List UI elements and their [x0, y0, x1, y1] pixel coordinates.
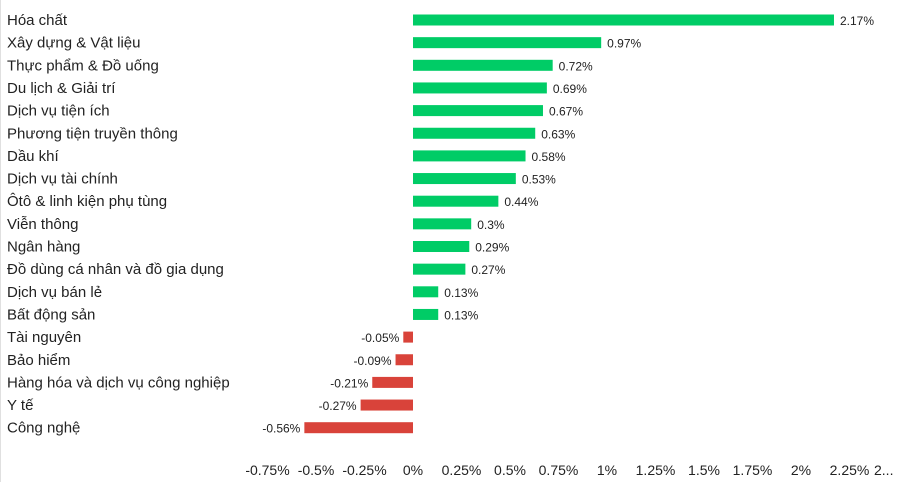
x-tick-label: 0.25% [442, 462, 482, 478]
x-tick-label: 0.75% [539, 462, 579, 478]
category-label: Công nghệ [7, 420, 80, 437]
category-label: Dầu khí [7, 148, 60, 165]
value-label: 0.72% [559, 59, 593, 73]
category-label: Tài nguyên [7, 329, 81, 346]
x-tick-label: -0.75% [245, 462, 289, 478]
category-label: Dịch vụ tiện ích [7, 103, 110, 120]
bar [360, 399, 413, 411]
value-label: 0.29% [475, 241, 509, 255]
x-tick-label: -0.5% [298, 462, 335, 478]
bar [413, 105, 543, 117]
bar [413, 82, 547, 94]
x-tick-label: 0% [403, 462, 423, 478]
x-tick-label: 2... [874, 462, 893, 478]
value-label: 0.69% [553, 82, 587, 96]
bar [413, 218, 472, 230]
value-label: 2.17% [840, 14, 874, 28]
bar [413, 173, 516, 185]
bar [413, 127, 536, 139]
bar [372, 376, 413, 388]
category-label: Viễn thông [7, 216, 78, 233]
category-label: Ngân hàng [7, 239, 80, 256]
value-label: 0.44% [504, 195, 538, 209]
category-label: Thực phẩm & Đồ uống [7, 57, 159, 74]
value-label: -0.21% [330, 376, 368, 390]
bars [304, 14, 834, 434]
category-label: Xây dựng & Vật liệu [7, 35, 140, 52]
bar [413, 308, 439, 320]
category-label: Phương tiện truyền thông [7, 125, 178, 142]
x-tick-label: 2.25% [830, 462, 870, 478]
category-label: Ôtô & linh kiện phụ tùng [7, 193, 167, 210]
category-label: Du lịch & Giải trí [7, 80, 116, 97]
bar [413, 59, 553, 71]
value-labels: 2.17% 0.97% 0.72% 0.69% 0.67% 0.63% 0.58% 0.53%… [262, 14, 874, 436]
value-label: 0.3% [477, 218, 505, 232]
category-label: Hàng hóa và dịch vụ công nghiệp [7, 374, 230, 391]
value-label: -0.09% [354, 354, 392, 368]
bar [413, 37, 602, 49]
x-tick-label: 1.5% [688, 462, 720, 478]
value-label: -0.27% [319, 399, 357, 413]
value-label: 0.97% [607, 37, 641, 51]
category-label: Dịch vụ tài chính [7, 171, 118, 188]
x-tick-label: 1.75% [733, 462, 773, 478]
value-label: 0.67% [549, 105, 583, 119]
x-tick-label: 1% [597, 462, 617, 478]
bar [304, 422, 413, 434]
value-label: -0.56% [262, 422, 300, 436]
value-label: 0.13% [444, 286, 478, 300]
bar [413, 286, 439, 298]
bar [395, 354, 413, 366]
x-tick-label: 1.25% [636, 462, 676, 478]
value-label: 0.27% [471, 263, 505, 277]
bar [413, 241, 470, 252]
category-label: Y tế [7, 397, 34, 414]
category-label: Bất động sản [7, 306, 95, 323]
value-label: 0.13% [444, 308, 478, 322]
x-tick-label: 2% [791, 462, 811, 478]
x-axis-tick-labels: -0.75% -0.5% -0.25% 0% 0.25% 0.5% 0.75% 1% 1.25%… [245, 462, 893, 478]
bar [413, 150, 526, 162]
category-label: Hóa chất [7, 12, 68, 29]
category-labels: Hóa chất Xây dựng & Vật liệu Thực phẩm & Đ… [7, 12, 230, 437]
value-label: 0.63% [541, 127, 575, 141]
category-label: Dịch vụ bán lẻ [7, 284, 102, 301]
x-tick-label: -0.25% [342, 462, 386, 478]
bar [413, 14, 834, 26]
bar [413, 195, 499, 207]
category-label: Bảo hiểm [7, 352, 70, 369]
value-label: -0.05% [361, 331, 399, 345]
value-label: 0.58% [532, 150, 566, 164]
bar [413, 263, 466, 275]
category-label: Đồ dùng cá nhân và đồ gia dụng [7, 261, 224, 278]
bar [403, 331, 413, 343]
value-label: 0.53% [522, 173, 556, 187]
x-tick-label: 0.5% [494, 462, 526, 478]
